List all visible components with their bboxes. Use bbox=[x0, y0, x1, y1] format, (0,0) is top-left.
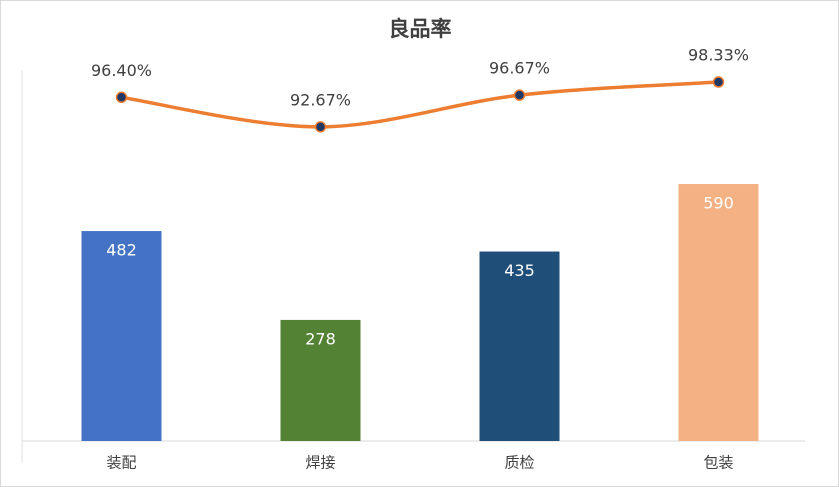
bar-value-label: 435 bbox=[504, 261, 535, 280]
x-tick-label: 包装 bbox=[703, 454, 733, 472]
bar-value-label: 482 bbox=[106, 241, 137, 260]
bar bbox=[678, 184, 759, 441]
bar bbox=[479, 251, 560, 441]
line bbox=[121, 80, 719, 129]
line-marker bbox=[513, 89, 526, 101]
line-value-label: 96.67% bbox=[489, 59, 550, 78]
x-tick-label: 焊接 bbox=[305, 454, 335, 472]
chart-title: 良品率 bbox=[389, 17, 452, 41]
line-value-label: 96.40% bbox=[91, 61, 152, 80]
line-marker bbox=[314, 121, 327, 133]
line-value-label: 98.33% bbox=[688, 46, 749, 65]
bar-value-label: 590 bbox=[703, 194, 734, 213]
bar bbox=[280, 319, 361, 441]
x-tick-label: 质检 bbox=[504, 454, 534, 472]
line-marker bbox=[115, 91, 128, 104]
bar bbox=[81, 231, 162, 441]
line-marker bbox=[712, 76, 725, 88]
bar-value-label: 278 bbox=[305, 329, 336, 348]
x-tick-label: 装配 bbox=[106, 454, 136, 472]
line-value-label: 92.67% bbox=[290, 90, 351, 109]
